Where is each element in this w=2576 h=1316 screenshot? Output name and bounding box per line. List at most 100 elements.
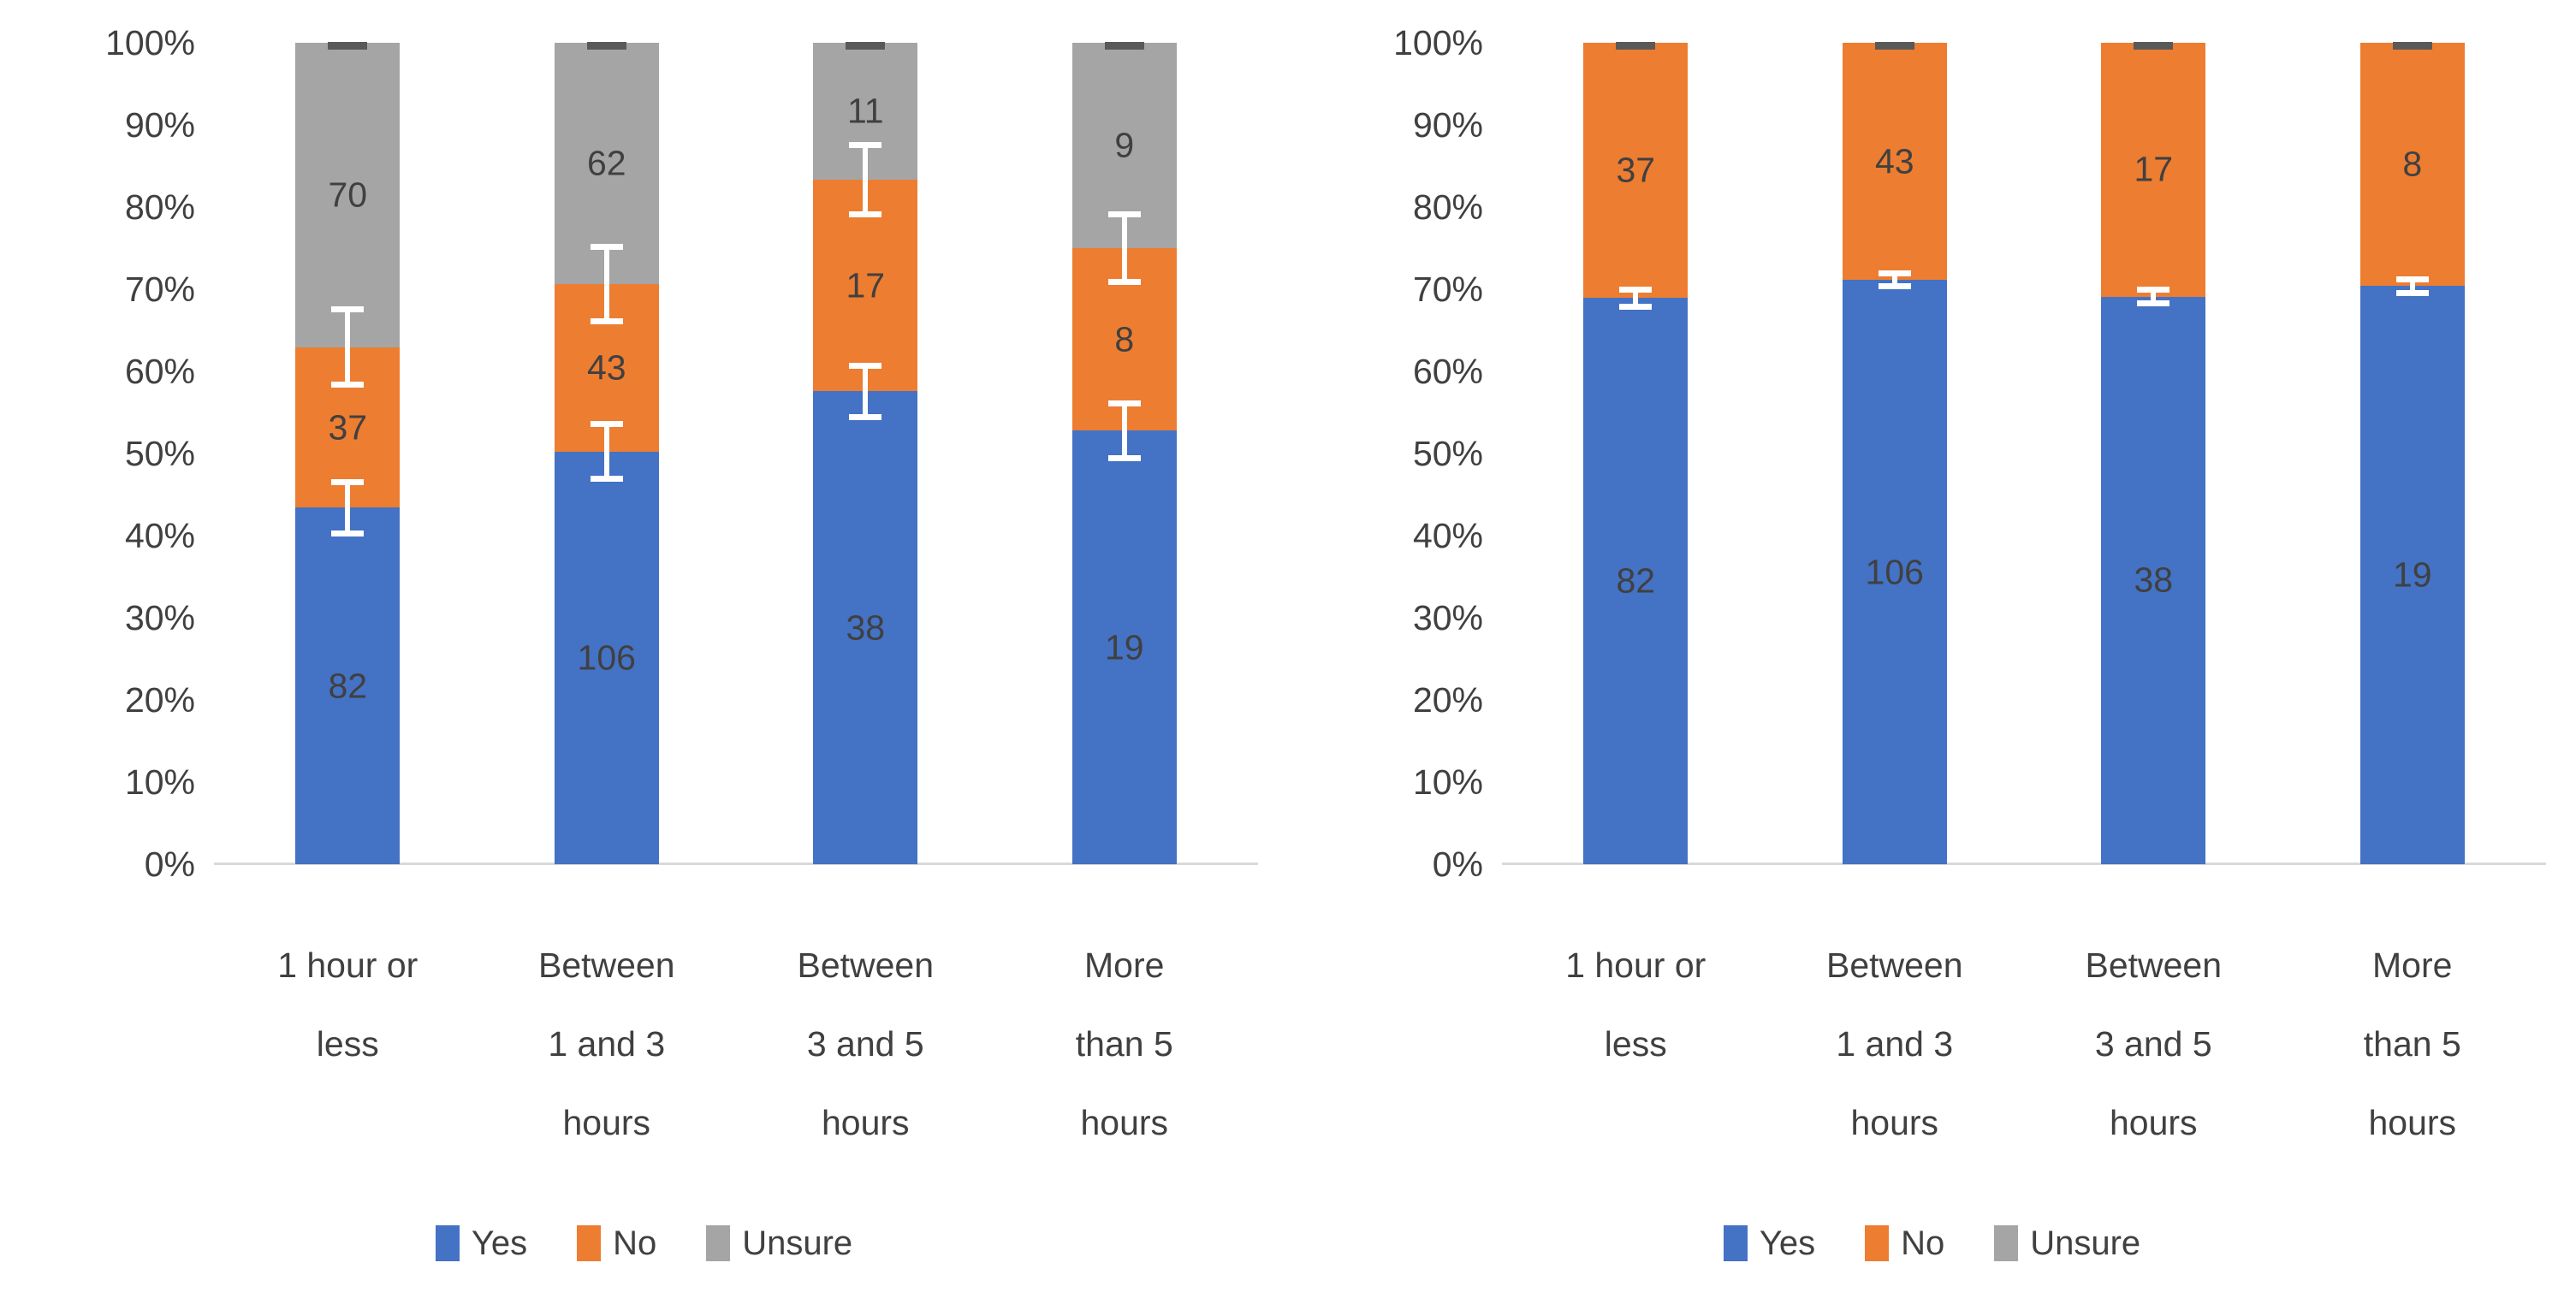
y-axis-tick-label: 100% <box>1393 23 1483 62</box>
category-label-line: than 5 <box>2363 1024 2461 1064</box>
category-label-line: hours <box>1080 1103 1169 1142</box>
error-bar-cap-dark <box>586 42 626 50</box>
y-axis-tick-label: 40% <box>1412 516 1483 555</box>
error-bar-cap-dark <box>1104 42 1144 50</box>
error-bar-cap-bottom <box>331 531 365 537</box>
legend-label: No <box>613 1224 657 1262</box>
error-bar-cap-dark <box>1616 42 1656 50</box>
error-bar-cap-top <box>1619 286 1653 293</box>
data-label-yes: 82 <box>1616 560 1656 601</box>
error-bar-cap-bottom <box>590 476 623 483</box>
error-bar-cap-top <box>590 421 623 428</box>
y-axis-tick-label: 40% <box>124 516 195 555</box>
category-label: More than 5 hours <box>2276 926 2549 1162</box>
legend-marker-yes <box>1723 1225 1748 1261</box>
error-bar-cap-bottom <box>2137 300 2170 307</box>
y-axis-tick-label: 60% <box>124 352 195 391</box>
data-label-no: 43 <box>586 347 626 388</box>
error-bar-cap-top <box>2395 276 2429 282</box>
bar-segment-yes <box>1842 280 1947 864</box>
category-label-line: 1 and 3 <box>548 1024 666 1064</box>
error-bar-cap-top <box>1878 270 1911 277</box>
data-label-yes: 106 <box>1865 552 1924 592</box>
error-bar-cap-dark <box>846 42 886 50</box>
category-label-line: Between <box>797 946 935 985</box>
data-label-no: 8 <box>1114 319 1135 359</box>
bar-segment-yes <box>295 507 401 864</box>
legend-label: Yes <box>471 1224 528 1262</box>
error-bar-cap-bottom <box>1107 454 1141 461</box>
data-label-no: 43 <box>1874 141 1914 181</box>
bar-segment-yes <box>2101 296 2206 864</box>
y-axis-tick-label: 50% <box>124 434 195 473</box>
error-bar-cap-top <box>1107 210 1141 217</box>
data-label-no: 37 <box>1616 150 1656 190</box>
bar-segment-yes <box>813 391 918 864</box>
data-label-yes: 38 <box>2134 560 2174 600</box>
error-bar-line <box>1633 288 1639 308</box>
y-axis-tick-label: 80% <box>124 187 195 227</box>
data-label-unsure: 70 <box>328 175 368 215</box>
category-label: 1 hour or less <box>211 926 484 1083</box>
category-label-line: 3 and 5 <box>806 1024 924 1064</box>
right-stacked-bar-chart: 0% 10% 20% 30% 40% 50% 60% 70% 80% 90% 100% 82 37 10… <box>1288 0 2576 1316</box>
error-bar-cap-bottom <box>1107 279 1141 286</box>
y-axis-tick-label: 50% <box>1412 434 1483 473</box>
error-bar-cap-dark <box>2392 42 2432 50</box>
x-axis-line <box>1502 863 2546 865</box>
data-label-yes: 82 <box>328 666 368 706</box>
legend-marker-unsure <box>706 1225 731 1261</box>
bar-segment-no <box>1583 43 1689 299</box>
category-label-line: than 5 <box>1075 1024 1173 1064</box>
y-axis-tick-label: 90% <box>1412 105 1483 145</box>
category-label-line: hours <box>562 1103 651 1142</box>
error-bar-cap-top <box>331 478 365 485</box>
bar-segment-yes <box>554 451 659 864</box>
legend-item-yes: Yes <box>435 1224 528 1263</box>
category-label: Between 1 and 3 hours <box>470 926 744 1162</box>
legend-marker-no <box>1865 1225 1890 1261</box>
error-bar-cap-dark <box>1874 42 1914 50</box>
right-chart-legend: Yes No Unsure <box>1288 1224 2576 1263</box>
error-bar-line <box>1121 213 1127 283</box>
error-bar-cap-top <box>590 243 623 250</box>
data-label-unsure: 11 <box>846 91 884 131</box>
error-bar-cap-top <box>2137 287 2170 293</box>
error-bar-cap-top <box>849 362 882 369</box>
category-label-line: less <box>1604 1024 1667 1064</box>
error-bar-cap-bottom <box>590 318 623 325</box>
bar-segment-no <box>2359 43 2465 287</box>
data-label-yes: 38 <box>846 608 886 648</box>
error-bar-cap-top <box>331 306 365 313</box>
legend-marker-unsure <box>1994 1225 2019 1261</box>
error-bar-cap-bottom <box>1619 304 1653 311</box>
bar-segment-no <box>2101 43 2206 297</box>
data-label-no: 8 <box>2402 144 2423 184</box>
legend-item-yes: Yes <box>1723 1224 1815 1263</box>
error-bar-line <box>345 309 351 385</box>
error-bar-line <box>603 424 609 480</box>
legend-label: Unsure <box>742 1224 853 1262</box>
error-bar-cap-top <box>849 141 882 148</box>
error-bar-cap-bottom <box>1878 282 1911 289</box>
bar-segment-no <box>1842 43 1947 281</box>
error-bar-cap-bottom <box>2395 290 2429 297</box>
left-chart-legend: Yes No Unsure <box>0 1224 1288 1263</box>
category-label-line: 1 hour or <box>1565 946 1706 985</box>
y-axis-tick-label: 30% <box>1412 598 1483 637</box>
error-bar-line <box>863 144 869 216</box>
error-bar-line <box>1891 273 1897 287</box>
category-label-line: More <box>2372 946 2453 985</box>
category-label-line: hours <box>1850 1103 1939 1142</box>
category-label-line: hours <box>821 1103 910 1142</box>
y-axis-tick-label: 70% <box>1412 270 1483 309</box>
error-bar-cap-dark <box>328 42 368 50</box>
error-bar-line <box>603 246 609 323</box>
category-label: Between 3 and 5 hours <box>728 926 1002 1162</box>
y-axis-tick-label: 10% <box>1412 762 1483 802</box>
error-bar-line <box>1121 402 1127 459</box>
data-label-unsure: 62 <box>586 143 626 183</box>
x-axis-line <box>214 863 1258 865</box>
category-label-line: 3 and 5 <box>2094 1024 2212 1064</box>
